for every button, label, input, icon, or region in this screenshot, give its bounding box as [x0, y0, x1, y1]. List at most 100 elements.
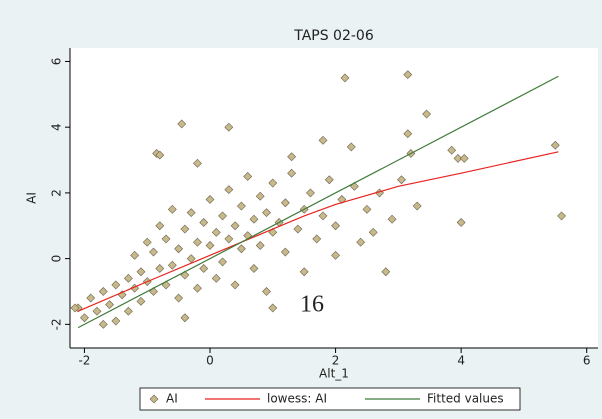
point	[318, 211, 328, 221]
point	[167, 260, 177, 270]
legend-label: lowess: AI	[267, 392, 327, 406]
point	[331, 221, 340, 231]
y-tick-label: -2	[50, 318, 64, 330]
point	[161, 234, 171, 244]
point	[149, 247, 158, 257]
point	[550, 140, 560, 150]
legend-label: Fitted values	[427, 392, 504, 406]
point	[447, 145, 457, 155]
x-tick-label: -2	[78, 354, 90, 368]
point	[262, 208, 271, 218]
point	[111, 316, 121, 326]
plot-area	[70, 48, 598, 348]
point	[293, 224, 303, 234]
legend	[139, 387, 521, 411]
point	[105, 300, 114, 310]
point	[224, 234, 234, 244]
point	[243, 172, 253, 181]
point	[211, 273, 221, 283]
point	[193, 283, 202, 293]
x-tick-label: 4	[457, 354, 465, 368]
point	[287, 168, 297, 178]
point	[403, 129, 413, 139]
point	[268, 178, 278, 188]
y-tick-label: 6	[50, 58, 64, 66]
point	[123, 306, 133, 316]
point	[174, 293, 184, 303]
point	[205, 241, 215, 250]
point	[199, 218, 209, 227]
point	[255, 191, 265, 201]
point	[155, 264, 165, 273]
point	[249, 264, 259, 273]
point	[318, 135, 328, 145]
point	[412, 201, 422, 211]
point	[136, 267, 146, 277]
point	[340, 73, 350, 83]
point	[306, 188, 315, 198]
x-tick-label: 2	[332, 354, 340, 368]
x-tick-label: 6	[583, 354, 591, 368]
point	[453, 153, 463, 163]
point	[236, 201, 246, 211]
point	[199, 264, 209, 273]
point	[123, 273, 133, 283]
point	[312, 234, 322, 244]
y-axis-label: AI	[25, 192, 39, 204]
point	[224, 122, 234, 132]
annotation: 16	[300, 292, 324, 318]
point	[397, 175, 406, 185]
point	[111, 280, 121, 290]
point	[211, 227, 221, 237]
point	[459, 153, 469, 163]
point	[167, 204, 177, 214]
point	[98, 287, 108, 296]
point	[299, 267, 309, 277]
point	[92, 306, 102, 316]
point	[331, 250, 340, 260]
point	[224, 185, 234, 195]
point	[387, 214, 397, 224]
point	[86, 293, 96, 303]
point	[356, 237, 366, 247]
y-tick-label: 2	[50, 189, 64, 197]
legend-marker	[149, 394, 159, 404]
point	[230, 221, 240, 231]
line	[77, 151, 559, 312]
point	[368, 227, 378, 237]
point	[180, 224, 190, 234]
point	[262, 287, 271, 296]
point	[422, 109, 432, 119]
point	[557, 211, 567, 221]
point	[456, 218, 466, 227]
point	[362, 204, 372, 214]
point	[230, 280, 240, 290]
point	[155, 150, 165, 160]
y-tick-label: 4	[50, 123, 64, 131]
point	[218, 211, 227, 221]
point	[236, 244, 246, 254]
point	[268, 303, 278, 313]
chart-title: TAPS 02-06	[293, 28, 374, 44]
point	[70, 303, 80, 313]
point	[177, 119, 187, 129]
y-tick-label: 0	[50, 255, 64, 263]
point	[205, 195, 215, 204]
point	[180, 313, 190, 323]
point	[249, 214, 259, 224]
point	[255, 241, 265, 250]
point	[155, 221, 165, 231]
point	[280, 198, 290, 208]
point	[142, 237, 152, 247]
plot	[70, 70, 567, 329]
x-tick-label: 0	[206, 354, 214, 368]
point	[80, 313, 89, 323]
line	[77, 75, 559, 329]
point	[381, 267, 391, 277]
point	[98, 319, 108, 329]
x-axis-label: Alt_1	[319, 367, 349, 381]
point	[403, 70, 413, 80]
point	[346, 142, 356, 152]
point	[174, 244, 184, 254]
